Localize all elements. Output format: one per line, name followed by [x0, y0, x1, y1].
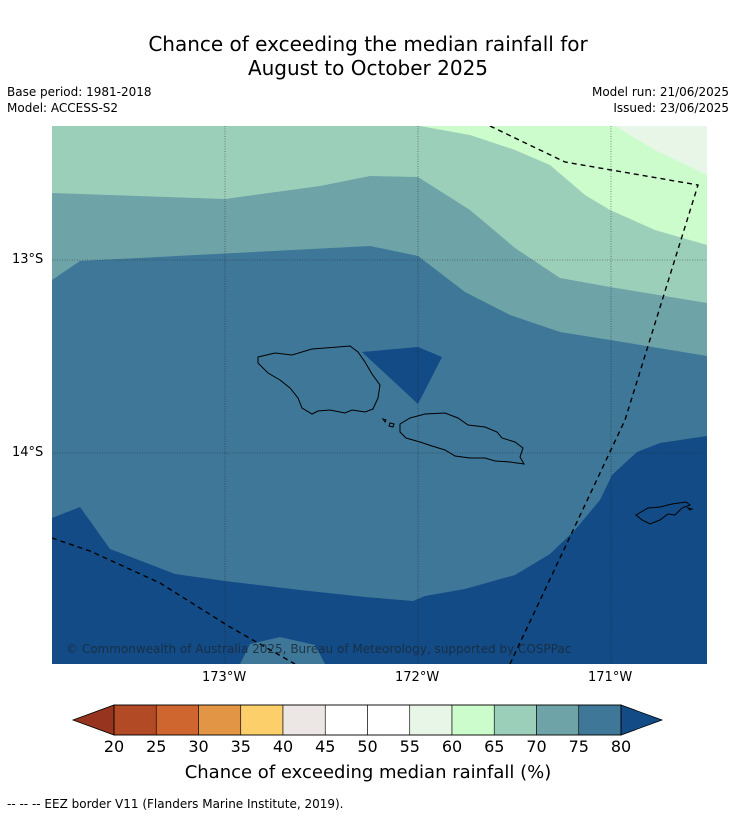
colorbar-title: Chance of exceeding median rainfall (%) — [184, 762, 552, 783]
upolu-island — [399, 412, 525, 465]
colorbar-swatch — [536, 704, 580, 736]
colorbar-swatch — [198, 704, 242, 736]
colorbar-tick-label: 35 — [230, 737, 251, 756]
colorbar-tick-label: 55 — [399, 737, 420, 756]
colorbar-tick-label: 25 — [146, 737, 167, 756]
colorbar-swatch — [282, 704, 326, 736]
colorbar-tick-label: 75 — [568, 737, 589, 756]
eez-footnote: -- -- -- EEZ border V11 (Flanders Marine… — [7, 797, 344, 811]
issued-date: Issued: 23/06/2025 — [613, 101, 729, 115]
tutuila-island — [635, 501, 692, 525]
base-period: Base period: 1981-2018 — [7, 85, 152, 99]
colorbar-swatch — [493, 704, 537, 736]
lon-label-172w: 172°W — [395, 670, 440, 685]
region-above-80-center — [362, 347, 442, 404]
rainfall-contours — [52, 126, 707, 664]
copyright-notice: © Commonwealth of Australia 2025, Bureau… — [66, 642, 572, 656]
savaii-island — [257, 345, 381, 415]
islands — [257, 345, 694, 525]
map-title-line2: August to October 2025 — [247, 56, 489, 80]
colorbar-swatch — [113, 704, 157, 736]
colorbar — [71, 704, 664, 736]
aunuu-islet — [686, 507, 694, 511]
lon-label-173w: 173°W — [202, 670, 247, 685]
colorbar-tick-label: 40 — [272, 737, 294, 756]
colorbar-swatch — [367, 704, 411, 736]
colorbar-swatch — [324, 704, 368, 736]
colorbar-swatch — [240, 704, 284, 736]
colorbar-tick-label: 70 — [526, 737, 547, 756]
region-55-60 — [615, 126, 707, 175]
region-75-80-patch — [240, 637, 325, 664]
model-run: Model run: 21/06/2025 — [591, 85, 729, 99]
colorbar-swatch — [155, 704, 199, 736]
lat-label-13s: 13°S — [12, 252, 44, 267]
colorbar-tick-label: 60 — [441, 737, 463, 756]
model-name: Model: ACCESS-S2 — [7, 101, 119, 115]
lon-label-171w: 171°W — [588, 670, 633, 685]
colorbar-swatch — [409, 704, 453, 736]
colorbar-tick-label: 30 — [188, 737, 209, 756]
eez-border — [52, 126, 699, 664]
colorbar-tick-label: 80 — [610, 737, 632, 756]
islet-2 — [388, 422, 395, 428]
colorbar-tick-label: 65 — [484, 737, 505, 756]
region-above-80-south — [52, 436, 707, 664]
colorbar-over-arrow — [620, 704, 664, 736]
colorbar-under-arrow — [71, 704, 115, 736]
colorbar-frame — [113, 704, 622, 736]
colorbar-tick-label: 20 — [103, 737, 125, 756]
lat-label-14s: 14°S — [12, 445, 44, 460]
colorbar-swatch — [451, 704, 495, 736]
islet-1 — [381, 418, 387, 423]
graticule — [52, 126, 707, 664]
colorbar-swatch — [578, 704, 622, 736]
map-title-line1: Chance of exceeding the median rainfall … — [148, 32, 588, 56]
colorbar-tick-label: 50 — [357, 737, 378, 756]
colorbar-tick-label: 45 — [315, 737, 336, 756]
